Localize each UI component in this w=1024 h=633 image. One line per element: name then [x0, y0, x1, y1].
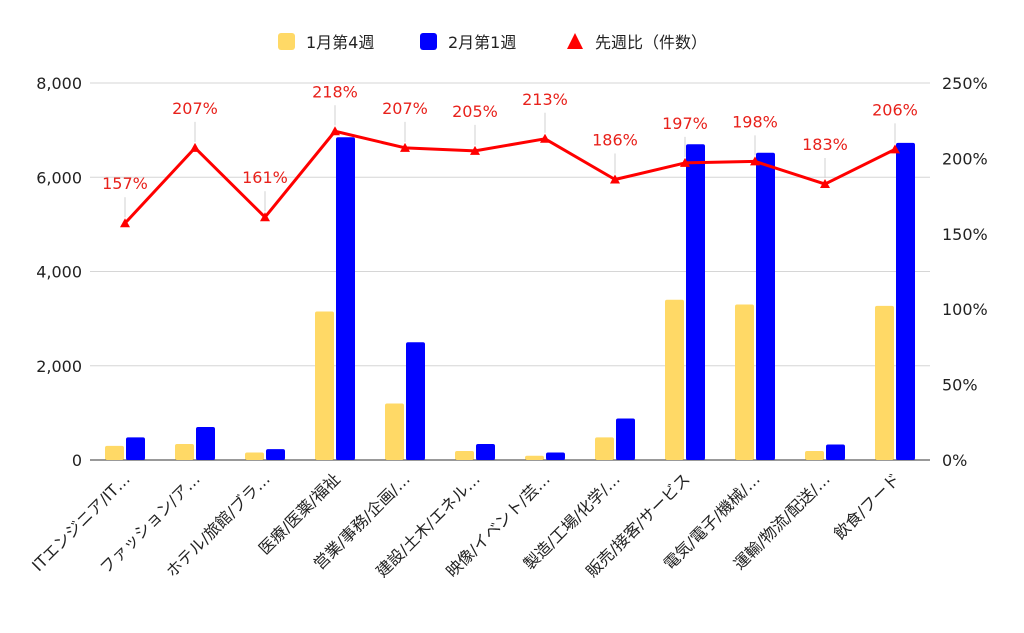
bar-week-jan4: [735, 304, 754, 460]
bar-week-jan4: [385, 403, 404, 460]
ratio-labels: 157% 207% 161% 218% 207% 205% 213% 186% 197% 198%…: [102, 82, 918, 193]
bars: [105, 137, 915, 460]
bar-week-feb1: [616, 418, 635, 460]
bar-week-jan4: [105, 445, 124, 460]
left-y-axis: 0 2,000 4,000 6,000 8,000: [36, 74, 82, 470]
ratio-data-label: 161%: [242, 168, 288, 187]
legend: 1月第4週 2月第1週 先週比（件数）: [278, 33, 707, 52]
left-tick-label: 0: [72, 451, 82, 470]
bar-week-jan4: [245, 452, 264, 460]
right-y-axis: 0% 50% 100% 150% 200% 250%: [942, 74, 988, 470]
ratio-point: [400, 142, 410, 152]
left-tick-label: 2,000: [36, 357, 82, 376]
ratio-data-label: 207%: [172, 99, 218, 118]
bar-week-feb1: [336, 137, 355, 460]
ratio-data-label: 207%: [382, 99, 428, 118]
ratio-point: [890, 144, 900, 154]
gridlines: [90, 82, 930, 461]
ratio-data-label: 197%: [662, 114, 708, 133]
ratio-point: [260, 212, 270, 222]
ratio-point: [540, 133, 550, 143]
bar-week-jan4: [665, 299, 684, 460]
left-tick-label: 8,000: [36, 74, 82, 93]
bar-week-feb1: [756, 152, 775, 460]
ratio-point: [750, 156, 760, 166]
bar-week-feb1: [896, 142, 915, 460]
label-leaders: [124, 105, 896, 218]
ratio-point: [470, 145, 480, 155]
ratio-line: [120, 126, 900, 228]
legend-label: 1月第4週: [306, 33, 374, 52]
bar-week-feb1: [826, 444, 845, 460]
legend-label: 先週比（件数）: [595, 33, 707, 52]
bar-week-jan4: [315, 311, 334, 460]
ratio-point: [610, 174, 620, 184]
ratio-point: [820, 179, 830, 189]
bar-week-feb1: [476, 443, 495, 460]
bar-week-feb1: [406, 342, 425, 460]
right-tick-label: 150%: [942, 225, 988, 244]
right-tick-label: 200%: [942, 149, 988, 168]
ratio-point: [330, 126, 340, 136]
right-tick-label: 100%: [942, 300, 988, 319]
bar-week-feb1: [196, 427, 215, 460]
legend-label: 2月第1週: [448, 33, 516, 52]
bar-week-feb1: [126, 437, 145, 460]
ratio-series-line: [123, 129, 896, 225]
ratio-data-label: 205%: [452, 102, 498, 121]
bar-week-feb1: [266, 449, 285, 460]
category-labels: ITエンジニア/IT…ファッション/ア…ホテル/旅館/ブラ…医療/医薬/福祉営業…: [28, 469, 904, 581]
ratio-point: [680, 157, 690, 167]
bar-week-feb1: [686, 144, 705, 460]
ratio-point: [190, 142, 200, 152]
right-tick-label: 250%: [942, 74, 988, 93]
ratio-data-label: 206%: [872, 100, 918, 119]
bar-week-jan4: [805, 451, 824, 460]
right-tick-label: 50%: [942, 376, 978, 395]
category-label: 飲食/フード: [830, 469, 904, 543]
bar-week-jan4: [175, 443, 194, 460]
bar-week-jan4: [875, 305, 894, 460]
left-tick-label: 4,000: [36, 263, 82, 282]
legend-swatch-feb1: [420, 33, 437, 50]
ratio-data-label: 183%: [802, 135, 848, 154]
bar-week-jan4: [455, 451, 474, 460]
bar-week-jan4: [595, 437, 614, 460]
legend-swatch-ratio: [567, 33, 583, 49]
legend-swatch-jan4: [278, 33, 295, 50]
ratio-data-label: 213%: [522, 90, 568, 109]
left-tick-label: 6,000: [36, 168, 82, 187]
right-tick-label: 0%: [942, 451, 967, 470]
ratio-data-label: 157%: [102, 174, 148, 193]
ratio-point: [120, 218, 130, 228]
ratio-data-label: 218%: [312, 82, 358, 101]
bar-week-jan4: [525, 455, 544, 460]
bar-week-feb1: [546, 452, 565, 460]
ratio-data-label: 198%: [732, 112, 778, 131]
ratio-data-label: 186%: [592, 131, 638, 150]
